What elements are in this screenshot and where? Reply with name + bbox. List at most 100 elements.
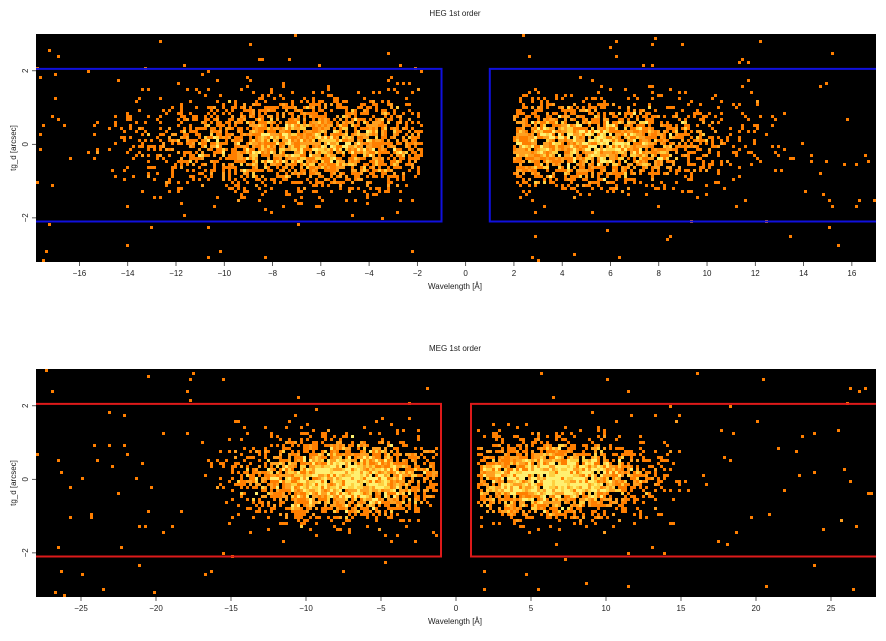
meg-event-pixel <box>390 477 393 480</box>
heg-event-pixel <box>345 100 348 103</box>
heg-event-pixel <box>591 211 594 214</box>
heg-event-pixel <box>651 121 654 124</box>
heg-event-pixel <box>291 136 294 139</box>
heg-event-pixel <box>417 136 420 139</box>
heg-event-pixel <box>585 109 588 112</box>
heg-event-pixel <box>606 121 609 124</box>
heg-event-pixel <box>240 118 243 121</box>
meg-event-pixel <box>303 468 306 471</box>
heg-event-pixel <box>360 172 363 175</box>
meg-event-pixel <box>642 501 645 504</box>
meg-event-pixel <box>387 504 390 507</box>
heg-event-pixel <box>573 130 576 133</box>
heg-event-pixel <box>519 145 522 148</box>
meg-event-pixel <box>576 468 579 471</box>
heg-event-pixel <box>639 133 642 136</box>
meg-event-pixel <box>555 483 558 486</box>
heg-event-pixel <box>387 103 390 106</box>
meg-event-pixel <box>657 462 660 465</box>
heg-event-pixel <box>741 85 744 88</box>
heg-event-pixel <box>42 124 45 127</box>
heg-event-pixel <box>330 160 333 163</box>
heg-event-pixel <box>519 127 522 130</box>
heg-event-pixel <box>342 154 345 157</box>
heg-event-pixel <box>261 130 264 133</box>
meg-event-pixel <box>324 474 327 477</box>
meg-event-pixel <box>297 489 300 492</box>
meg-event-pixel <box>390 507 393 510</box>
heg-event-pixel <box>291 160 294 163</box>
heg-event-pixel <box>330 154 333 157</box>
heg-event-pixel <box>630 151 633 154</box>
heg-event-pixel <box>633 112 636 115</box>
heg-event-pixel <box>606 103 609 106</box>
meg-event-pixel <box>210 570 213 573</box>
heg-event-pixel <box>279 127 282 130</box>
heg-event-pixel <box>660 121 663 124</box>
meg-event-pixel <box>405 489 408 492</box>
heg-event-pixel <box>408 169 411 172</box>
heg-event-pixel <box>663 187 666 190</box>
meg-event-pixel <box>336 501 339 504</box>
heg-event-pixel <box>402 175 405 178</box>
heg-event-pixel <box>330 163 333 166</box>
heg-event-pixel <box>240 121 243 124</box>
heg-event-pixel <box>645 112 648 115</box>
meg-event-pixel <box>375 465 378 468</box>
heg-event-pixel <box>804 190 807 193</box>
meg-event-pixel <box>570 456 573 459</box>
heg-event-pixel <box>255 184 258 187</box>
meg-event-pixel <box>381 480 384 483</box>
heg-event-pixel <box>597 133 600 136</box>
heg-event-pixel <box>225 157 228 160</box>
heg-event-pixel <box>336 151 339 154</box>
heg-event-pixel <box>282 103 285 106</box>
heg-event-pixel <box>243 133 246 136</box>
heg-event-pixel <box>564 169 567 172</box>
meg-event-pixel <box>402 474 405 477</box>
heg-event-pixel <box>612 169 615 172</box>
heg-event-pixel <box>564 118 567 121</box>
heg-event-pixel <box>255 136 258 139</box>
heg-event-pixel <box>381 142 384 145</box>
meg-event-pixel <box>339 483 342 486</box>
heg-event-pixel <box>543 166 546 169</box>
heg-event-pixel <box>324 166 327 169</box>
meg-event-pixel <box>486 450 489 453</box>
heg-event-pixel <box>201 151 204 154</box>
heg-event-pixel <box>597 148 600 151</box>
heg-event-pixel <box>342 163 345 166</box>
heg-event-pixel <box>561 157 564 160</box>
meg-event-pixel <box>300 462 303 465</box>
heg-event-pixel <box>204 145 207 148</box>
heg-event-pixel <box>702 154 705 157</box>
meg-event-pixel <box>240 474 243 477</box>
heg-event-pixel <box>285 190 288 193</box>
heg-event-pixel <box>297 157 300 160</box>
meg-event-pixel <box>552 507 555 510</box>
heg-event-pixel <box>606 160 609 163</box>
heg-event-pixel <box>609 136 612 139</box>
heg-event-pixel <box>618 256 621 259</box>
heg-event-pixel <box>612 187 615 190</box>
heg-event-pixel <box>240 157 243 160</box>
heg-event-pixel <box>366 193 369 196</box>
meg-event-pixel <box>555 501 558 504</box>
heg-event-pixel <box>216 109 219 112</box>
heg-event-pixel <box>273 121 276 124</box>
meg-event-pixel <box>528 492 531 495</box>
heg-event-pixel <box>267 127 270 130</box>
heg-event-pixel <box>273 133 276 136</box>
heg-event-pixel <box>687 127 690 130</box>
heg-event-pixel <box>516 175 519 178</box>
heg-event-pixel <box>672 148 675 151</box>
heg-event-pixel <box>642 124 645 127</box>
heg-event-pixel <box>354 130 357 133</box>
heg-event-pixel <box>252 109 255 112</box>
heg-event-pixel <box>516 139 519 142</box>
heg-event-pixel <box>234 148 237 151</box>
meg-event-pixel <box>363 462 366 465</box>
heg-event-pixel <box>333 154 336 157</box>
meg-event-pixel <box>363 501 366 504</box>
meg-event-pixel <box>612 474 615 477</box>
